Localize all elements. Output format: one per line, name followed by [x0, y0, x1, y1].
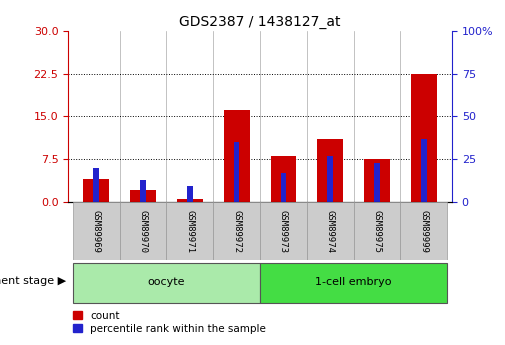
Bar: [177, 199, 203, 202]
FancyBboxPatch shape: [120, 202, 167, 260]
Bar: [421, 139, 427, 202]
FancyBboxPatch shape: [260, 202, 307, 260]
Bar: [187, 186, 193, 202]
Text: GSM89972: GSM89972: [232, 210, 241, 253]
Text: GSM89969: GSM89969: [92, 210, 101, 253]
FancyBboxPatch shape: [73, 202, 120, 260]
Text: GSM89974: GSM89974: [326, 210, 335, 253]
Bar: [271, 156, 296, 202]
Bar: [327, 156, 333, 202]
Bar: [364, 159, 390, 202]
Text: oocyte: oocyte: [148, 277, 185, 287]
Bar: [411, 74, 437, 202]
Text: GSM89999: GSM89999: [419, 210, 428, 253]
Bar: [318, 139, 343, 202]
FancyBboxPatch shape: [354, 202, 400, 260]
FancyBboxPatch shape: [213, 202, 260, 260]
Text: development stage ▶: development stage ▶: [0, 276, 66, 286]
FancyBboxPatch shape: [167, 202, 213, 260]
Bar: [93, 168, 99, 202]
Bar: [374, 162, 380, 202]
Bar: [234, 142, 239, 202]
Bar: [224, 110, 249, 202]
Bar: [130, 190, 156, 202]
Legend: count, percentile rank within the sample: count, percentile rank within the sample: [73, 310, 266, 334]
Text: GSM89971: GSM89971: [185, 210, 194, 253]
Text: GSM89975: GSM89975: [373, 210, 382, 253]
Text: GSM89973: GSM89973: [279, 210, 288, 253]
FancyBboxPatch shape: [400, 202, 447, 260]
Bar: [281, 173, 286, 202]
Bar: [140, 180, 146, 202]
FancyBboxPatch shape: [260, 263, 447, 303]
Text: 1-cell embryo: 1-cell embryo: [316, 277, 392, 287]
Bar: [83, 179, 109, 202]
Text: GSM89970: GSM89970: [138, 210, 147, 253]
FancyBboxPatch shape: [73, 263, 260, 303]
FancyBboxPatch shape: [307, 202, 354, 260]
Title: GDS2387 / 1438127_at: GDS2387 / 1438127_at: [179, 14, 341, 29]
